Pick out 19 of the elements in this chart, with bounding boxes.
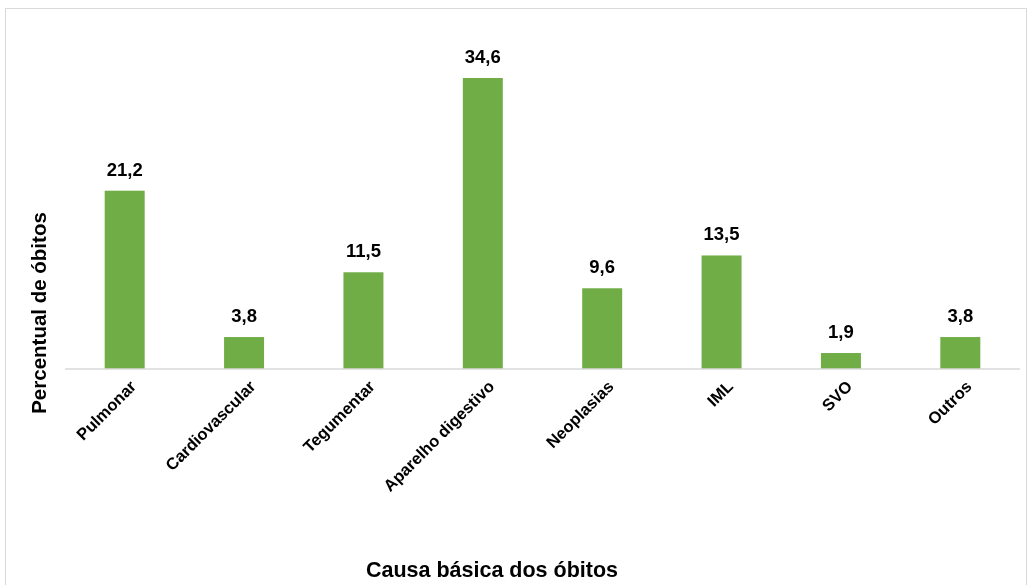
bar bbox=[820, 353, 861, 369]
bar bbox=[582, 288, 623, 369]
data-label: 3,8 bbox=[947, 305, 974, 327]
data-label: 13,5 bbox=[703, 223, 740, 245]
x-tick-label: IML bbox=[703, 376, 737, 410]
bar bbox=[462, 78, 503, 369]
data-label: 11,5 bbox=[345, 240, 381, 262]
data-label: 3,8 bbox=[231, 305, 257, 327]
bar bbox=[701, 255, 742, 369]
data-label: 9,6 bbox=[589, 256, 616, 278]
y-axis-title: Percentual de óbitos bbox=[27, 212, 50, 414]
x-axis-title: Causa básica dos óbitos bbox=[365, 558, 619, 582]
data-label: 1,9 bbox=[828, 321, 854, 343]
data-label: 34,6 bbox=[464, 46, 501, 67]
bar bbox=[343, 272, 384, 369]
bar bbox=[224, 337, 265, 369]
bar bbox=[940, 337, 981, 369]
bar bbox=[104, 190, 145, 369]
data-label: 21,2 bbox=[106, 158, 143, 180]
